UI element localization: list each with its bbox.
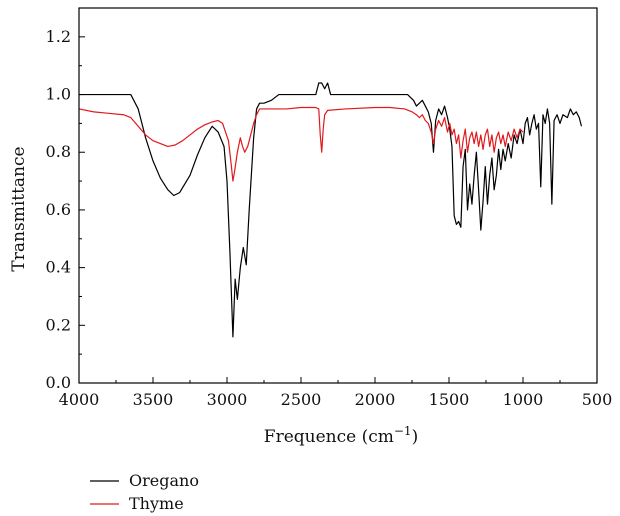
series-line-oregano	[79, 82, 583, 338]
x-tick-label-3500: 3500	[133, 390, 174, 409]
x-axis-title-main: Frequence (cm	[264, 427, 394, 447]
y-tick-label-1.2: 1.2	[46, 27, 71, 46]
y-axis-title: Transmittance	[9, 146, 29, 271]
x-tick-label-1000: 1000	[503, 390, 544, 409]
x-tick-label-1500: 1500	[429, 390, 470, 409]
series-line-thyme	[78, 106, 524, 182]
legend-label-oregano: Oregano	[129, 471, 199, 490]
legend-label-thyme: Thyme	[129, 494, 184, 513]
x-axis-title: Frequence (cm−1)	[264, 424, 418, 447]
x-tick-label-500: 500	[582, 390, 613, 409]
plot-frame	[78, 7, 598, 384]
x-tick-label-2000: 2000	[355, 390, 396, 409]
x-tick-label-2500: 2500	[281, 390, 322, 409]
y-tick-label-0.8: 0.8	[46, 142, 71, 161]
y-tick-label-0.6: 0.6	[46, 200, 71, 219]
x-tick-label-3000: 3000	[207, 390, 248, 409]
y-tick-label-0.2: 0.2	[46, 315, 71, 334]
x-tick-label-4000: 4000	[59, 390, 100, 409]
y-tick-label-0: 0.0	[46, 373, 71, 392]
plot-area: 4000 3500 3000 2500 2000 1500 1000 500 0.0 0.2 0.4…	[46, 7, 613, 409]
legend: Oregano Thyme	[90, 471, 199, 513]
x-axis-title-superscript: −1	[394, 424, 412, 438]
y-tick-label-1: 1.0	[46, 85, 71, 104]
x-axis-title-close: )	[412, 427, 419, 447]
y-tick-label-0.4: 0.4	[46, 258, 71, 277]
